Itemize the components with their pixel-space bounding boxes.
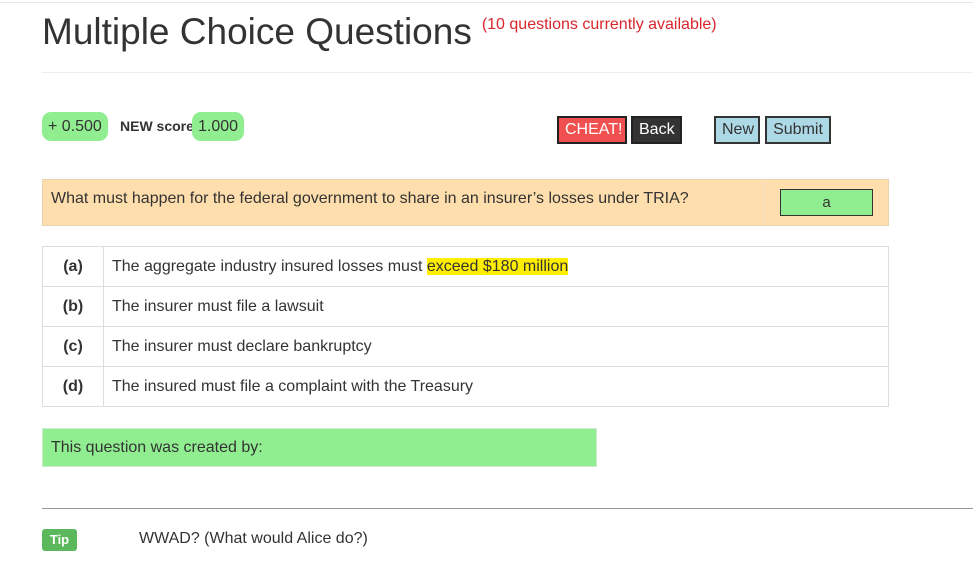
choice-text: The insured must file a complaint with t…: [103, 366, 889, 407]
new-score-label: NEW score: [120, 118, 194, 134]
answer-input[interactable]: a: [780, 189, 873, 216]
question-box: What must happen for the federal governm…: [42, 179, 889, 226]
title-divider: [42, 72, 973, 73]
question-text: What must happen for the federal governm…: [51, 190, 689, 207]
choice-letter: (d): [42, 366, 104, 407]
choice-text: The aggregate industry insured losses mu…: [103, 246, 889, 287]
choice-row-a[interactable]: (a) The aggregate industry insured losse…: [42, 246, 889, 287]
choice-letter: (c): [42, 326, 104, 367]
new-button[interactable]: New: [714, 116, 760, 144]
cheat-button[interactable]: CHEAT!: [557, 116, 627, 144]
choice-row-c[interactable]: (c) The insurer must declare bankruptcy: [42, 326, 889, 367]
tip-badge: Tip: [42, 529, 77, 551]
page-title: Multiple Choice Questions: [42, 11, 472, 52]
top-divider: [0, 2, 973, 3]
highlighted-text: exceed $180 million: [426, 257, 569, 275]
back-button[interactable]: Back: [631, 116, 682, 144]
choice-letter: (a): [42, 246, 104, 287]
answer-divider: [764, 180, 765, 225]
bonus-score-badge: + 0.500: [42, 112, 108, 141]
choices-table: (a) The aggregate industry insured losse…: [42, 246, 889, 407]
choice-row-d[interactable]: (d) The insured must file a complaint wi…: [42, 366, 889, 407]
choice-letter: (b): [42, 286, 104, 327]
availability-note: (10 questions currently available): [481, 16, 717, 33]
choice-text-plain: The aggregate industry insured losses mu…: [112, 257, 427, 275]
choice-row-b[interactable]: (b) The insurer must file a lawsuit: [42, 286, 889, 327]
choice-text: The insurer must file a lawsuit: [103, 286, 889, 327]
title-row: Multiple Choice Questions (10 questions …: [42, 8, 717, 56]
submit-button[interactable]: Submit: [765, 116, 831, 144]
choice-text: The insurer must declare bankruptcy: [103, 326, 889, 367]
bottom-divider: [42, 508, 973, 509]
tip-text: WWAD? (What would Alice do?): [139, 530, 368, 547]
creator-note: This question was created by:: [42, 428, 597, 467]
new-score-value: 1.000: [192, 112, 245, 141]
